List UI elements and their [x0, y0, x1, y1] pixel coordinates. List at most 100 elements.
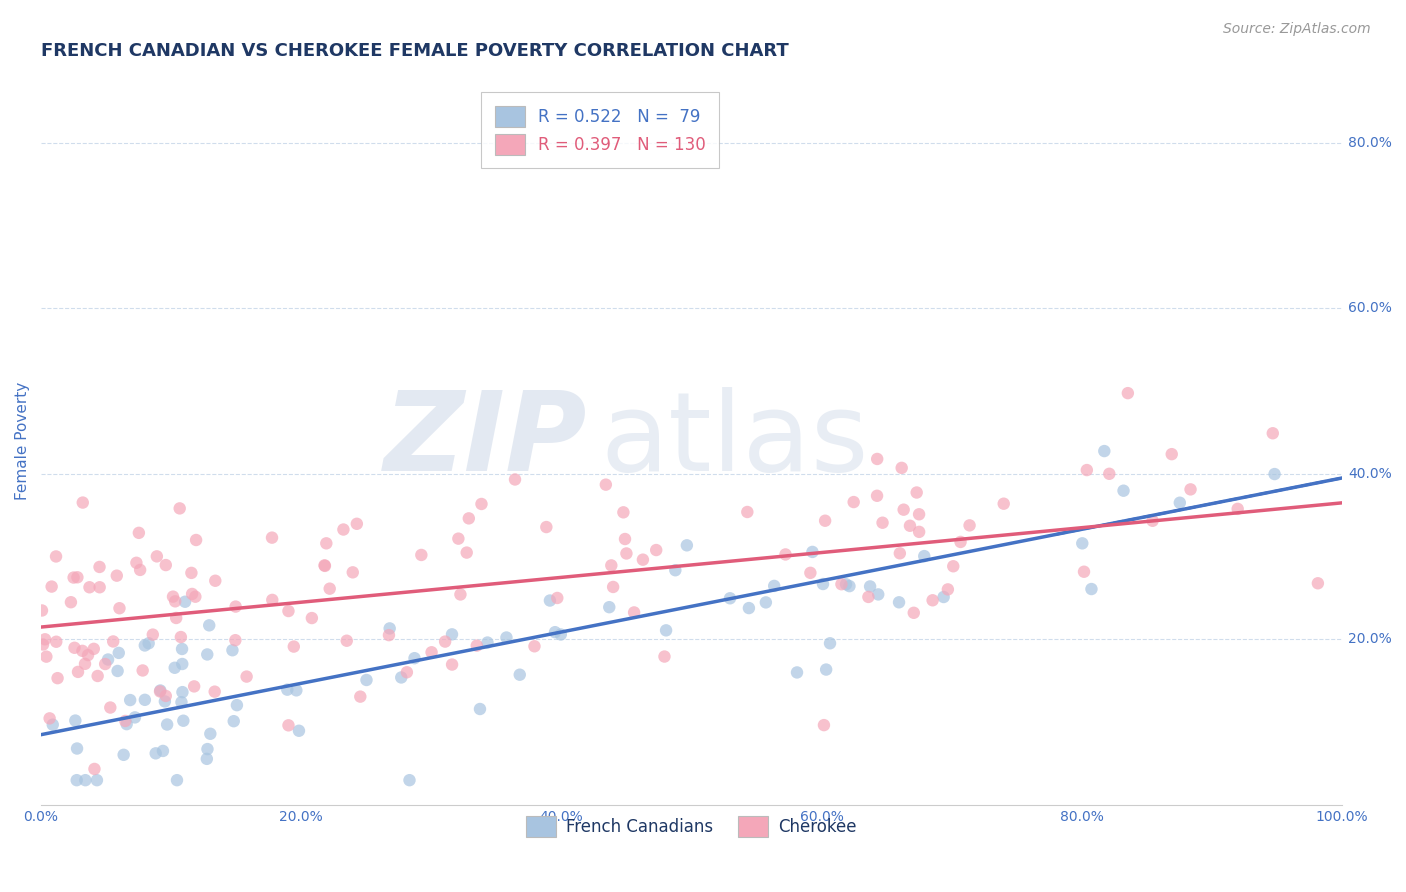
Point [503, 473, 526, 487]
Point [737, 505, 759, 519]
Point [288, 723, 311, 738]
Point [225, 599, 247, 614]
Point [1071, 536, 1094, 550]
Point [786, 665, 808, 680]
Point [115, 717, 138, 731]
Point [35, 649, 58, 664]
Point [623, 606, 645, 620]
Point [195, 752, 218, 766]
Point [538, 593, 561, 607]
Point [763, 579, 786, 593]
Point [277, 718, 299, 732]
Point [908, 508, 931, 522]
Point [31, 603, 53, 617]
Text: atlas: atlas [600, 387, 869, 494]
Point [859, 579, 882, 593]
Point [262, 593, 284, 607]
Point [285, 683, 308, 698]
Point [1112, 483, 1135, 498]
Point [315, 536, 337, 550]
Point [204, 684, 226, 698]
Point [172, 685, 194, 699]
Point [349, 690, 371, 704]
Point [1080, 582, 1102, 596]
Point [595, 477, 617, 491]
Point [98, 700, 121, 714]
Point [172, 657, 194, 671]
Point [224, 633, 246, 648]
Point [183, 679, 205, 693]
Point [195, 648, 218, 662]
Point [149, 684, 172, 698]
Point [1073, 565, 1095, 579]
Point [830, 577, 852, 591]
Point [42, 717, 65, 731]
Point [45, 634, 67, 648]
Point [457, 511, 479, 525]
Point [470, 497, 492, 511]
Point [755, 595, 778, 609]
Point [226, 698, 249, 713]
Point [314, 558, 336, 573]
Point [738, 601, 761, 615]
Point [645, 543, 668, 558]
Point [336, 633, 359, 648]
Point [1180, 483, 1202, 497]
Point [602, 580, 624, 594]
Point [811, 577, 834, 591]
Point [465, 639, 488, 653]
Point [654, 649, 676, 664]
Point [59, 595, 82, 609]
Point [200, 727, 222, 741]
Point [509, 667, 531, 681]
Point [221, 643, 243, 657]
Point [314, 558, 336, 573]
Point [145, 747, 167, 761]
Text: 80.0%: 80.0% [1348, 136, 1392, 150]
Point [616, 546, 638, 560]
Point [434, 634, 457, 648]
Point [34, 632, 56, 647]
Point [146, 549, 169, 564]
Point [149, 683, 172, 698]
Text: 40.0%: 40.0% [1348, 467, 1392, 481]
Point [105, 568, 128, 582]
Point [887, 595, 910, 609]
Point [908, 524, 931, 539]
Point [456, 545, 478, 559]
Point [174, 595, 197, 609]
Y-axis label: Female Poverty: Female Poverty [15, 382, 30, 500]
Point [45, 549, 67, 564]
Point [86, 773, 108, 788]
Point [66, 665, 89, 679]
Point [912, 549, 935, 563]
Point [155, 558, 177, 572]
Point [166, 773, 188, 788]
Point [868, 587, 890, 601]
Point [905, 485, 928, 500]
Point [536, 520, 558, 534]
Point [1142, 514, 1164, 528]
Point [676, 538, 699, 552]
Point [949, 535, 972, 549]
Point [134, 639, 156, 653]
Point [46, 671, 69, 685]
Point [890, 461, 912, 475]
Point [775, 548, 797, 562]
Point [378, 628, 401, 642]
Point [155, 689, 177, 703]
Point [893, 502, 915, 516]
Point [165, 594, 187, 608]
Point [718, 591, 741, 606]
Text: FRENCH CANADIAN VS CHEROKEE FEMALE POVERTY CORRELATION CHART: FRENCH CANADIAN VS CHEROKEE FEMALE POVER… [41, 42, 789, 60]
Point [664, 563, 686, 577]
Point [197, 742, 219, 756]
Point [959, 518, 981, 533]
Point [73, 657, 96, 671]
Point [936, 582, 959, 597]
Point [801, 545, 824, 559]
Point [866, 489, 889, 503]
Point [62, 570, 84, 584]
Point [1264, 467, 1286, 481]
Point [398, 773, 420, 788]
